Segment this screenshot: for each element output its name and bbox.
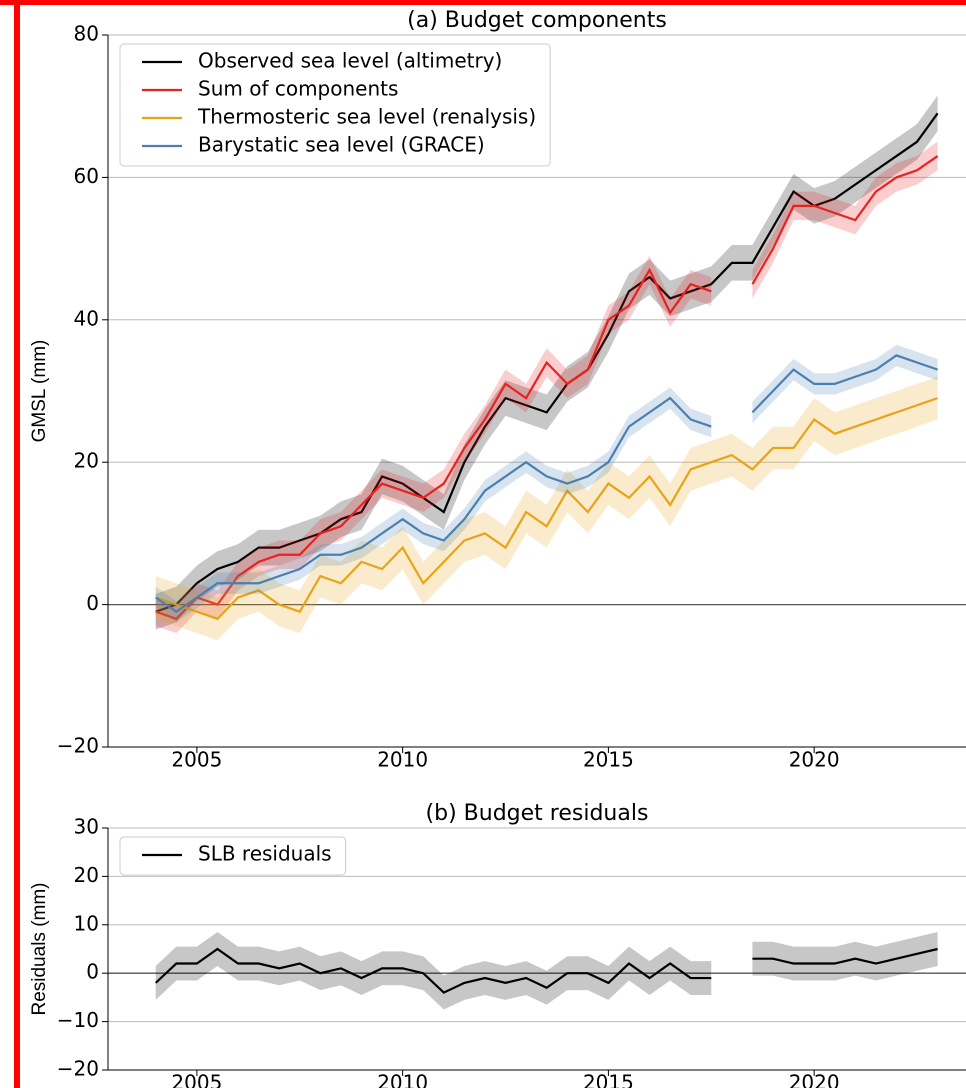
legend-label: Barystatic sea level (GRACE) bbox=[198, 133, 485, 157]
y-tick-label: −20 bbox=[57, 734, 99, 758]
legend-label: Sum of components bbox=[198, 77, 398, 101]
chart-title: (a) Budget components bbox=[407, 8, 667, 33]
y-tick-label: 10 bbox=[74, 911, 99, 935]
uncertainty-band bbox=[155, 932, 712, 1010]
y-tick-label: −20 bbox=[57, 1057, 99, 1081]
y-tick-label: 0 bbox=[86, 591, 99, 615]
x-tick-label: 2005 bbox=[171, 1071, 222, 1088]
uncertainty-band bbox=[752, 141, 938, 299]
series-line bbox=[752, 947, 938, 965]
y-axis-label: Residuals (mm) bbox=[29, 882, 50, 1015]
legend-label: Thermosteric sea level (renalysis) bbox=[197, 105, 536, 129]
y-tick-label: 80 bbox=[74, 22, 99, 46]
frame-top bbox=[0, 0, 966, 5]
y-tick-label: 20 bbox=[74, 863, 99, 887]
y-tick-label: 60 bbox=[74, 164, 99, 188]
uncertainty-band bbox=[752, 344, 938, 424]
legend-box bbox=[119, 836, 347, 876]
x-tick-label: 2020 bbox=[789, 1071, 840, 1088]
series-line bbox=[155, 396, 712, 614]
series-line bbox=[154, 947, 712, 994]
uncertainty-band bbox=[155, 95, 938, 630]
x-tick-label: 2020 bbox=[789, 748, 840, 772]
legend-label: Observed sea level (altimetry) bbox=[198, 49, 502, 73]
legend-box bbox=[119, 43, 551, 167]
y-tick-label: 30 bbox=[74, 815, 99, 839]
chart-title: (b) Budget residuals bbox=[426, 801, 649, 826]
y-tick-label: −10 bbox=[57, 1008, 99, 1032]
x-tick-label: 2010 bbox=[377, 1071, 428, 1088]
y-tick-label: 20 bbox=[74, 449, 99, 473]
x-tick-label: 2005 bbox=[171, 748, 222, 772]
uncertainty-band bbox=[155, 376, 938, 641]
y-axis-label: GMSL (mm) bbox=[29, 340, 50, 443]
x-tick-label: 2010 bbox=[377, 748, 428, 772]
x-tick-label: 2015 bbox=[583, 748, 634, 772]
x-tick-label: 2015 bbox=[583, 1071, 634, 1088]
y-tick-label: 0 bbox=[86, 960, 99, 984]
series-line bbox=[751, 155, 939, 285]
uncertainty-band bbox=[155, 387, 712, 623]
series-line bbox=[155, 112, 939, 613]
legend-label: SLB residuals bbox=[198, 842, 332, 866]
series-line bbox=[155, 267, 712, 621]
uncertainty-band bbox=[752, 932, 938, 981]
y-tick-label: 40 bbox=[74, 306, 99, 330]
series-line bbox=[155, 397, 938, 621]
frame-left bbox=[14, 0, 20, 1088]
uncertainty-band bbox=[155, 255, 712, 634]
series-line bbox=[751, 354, 938, 414]
